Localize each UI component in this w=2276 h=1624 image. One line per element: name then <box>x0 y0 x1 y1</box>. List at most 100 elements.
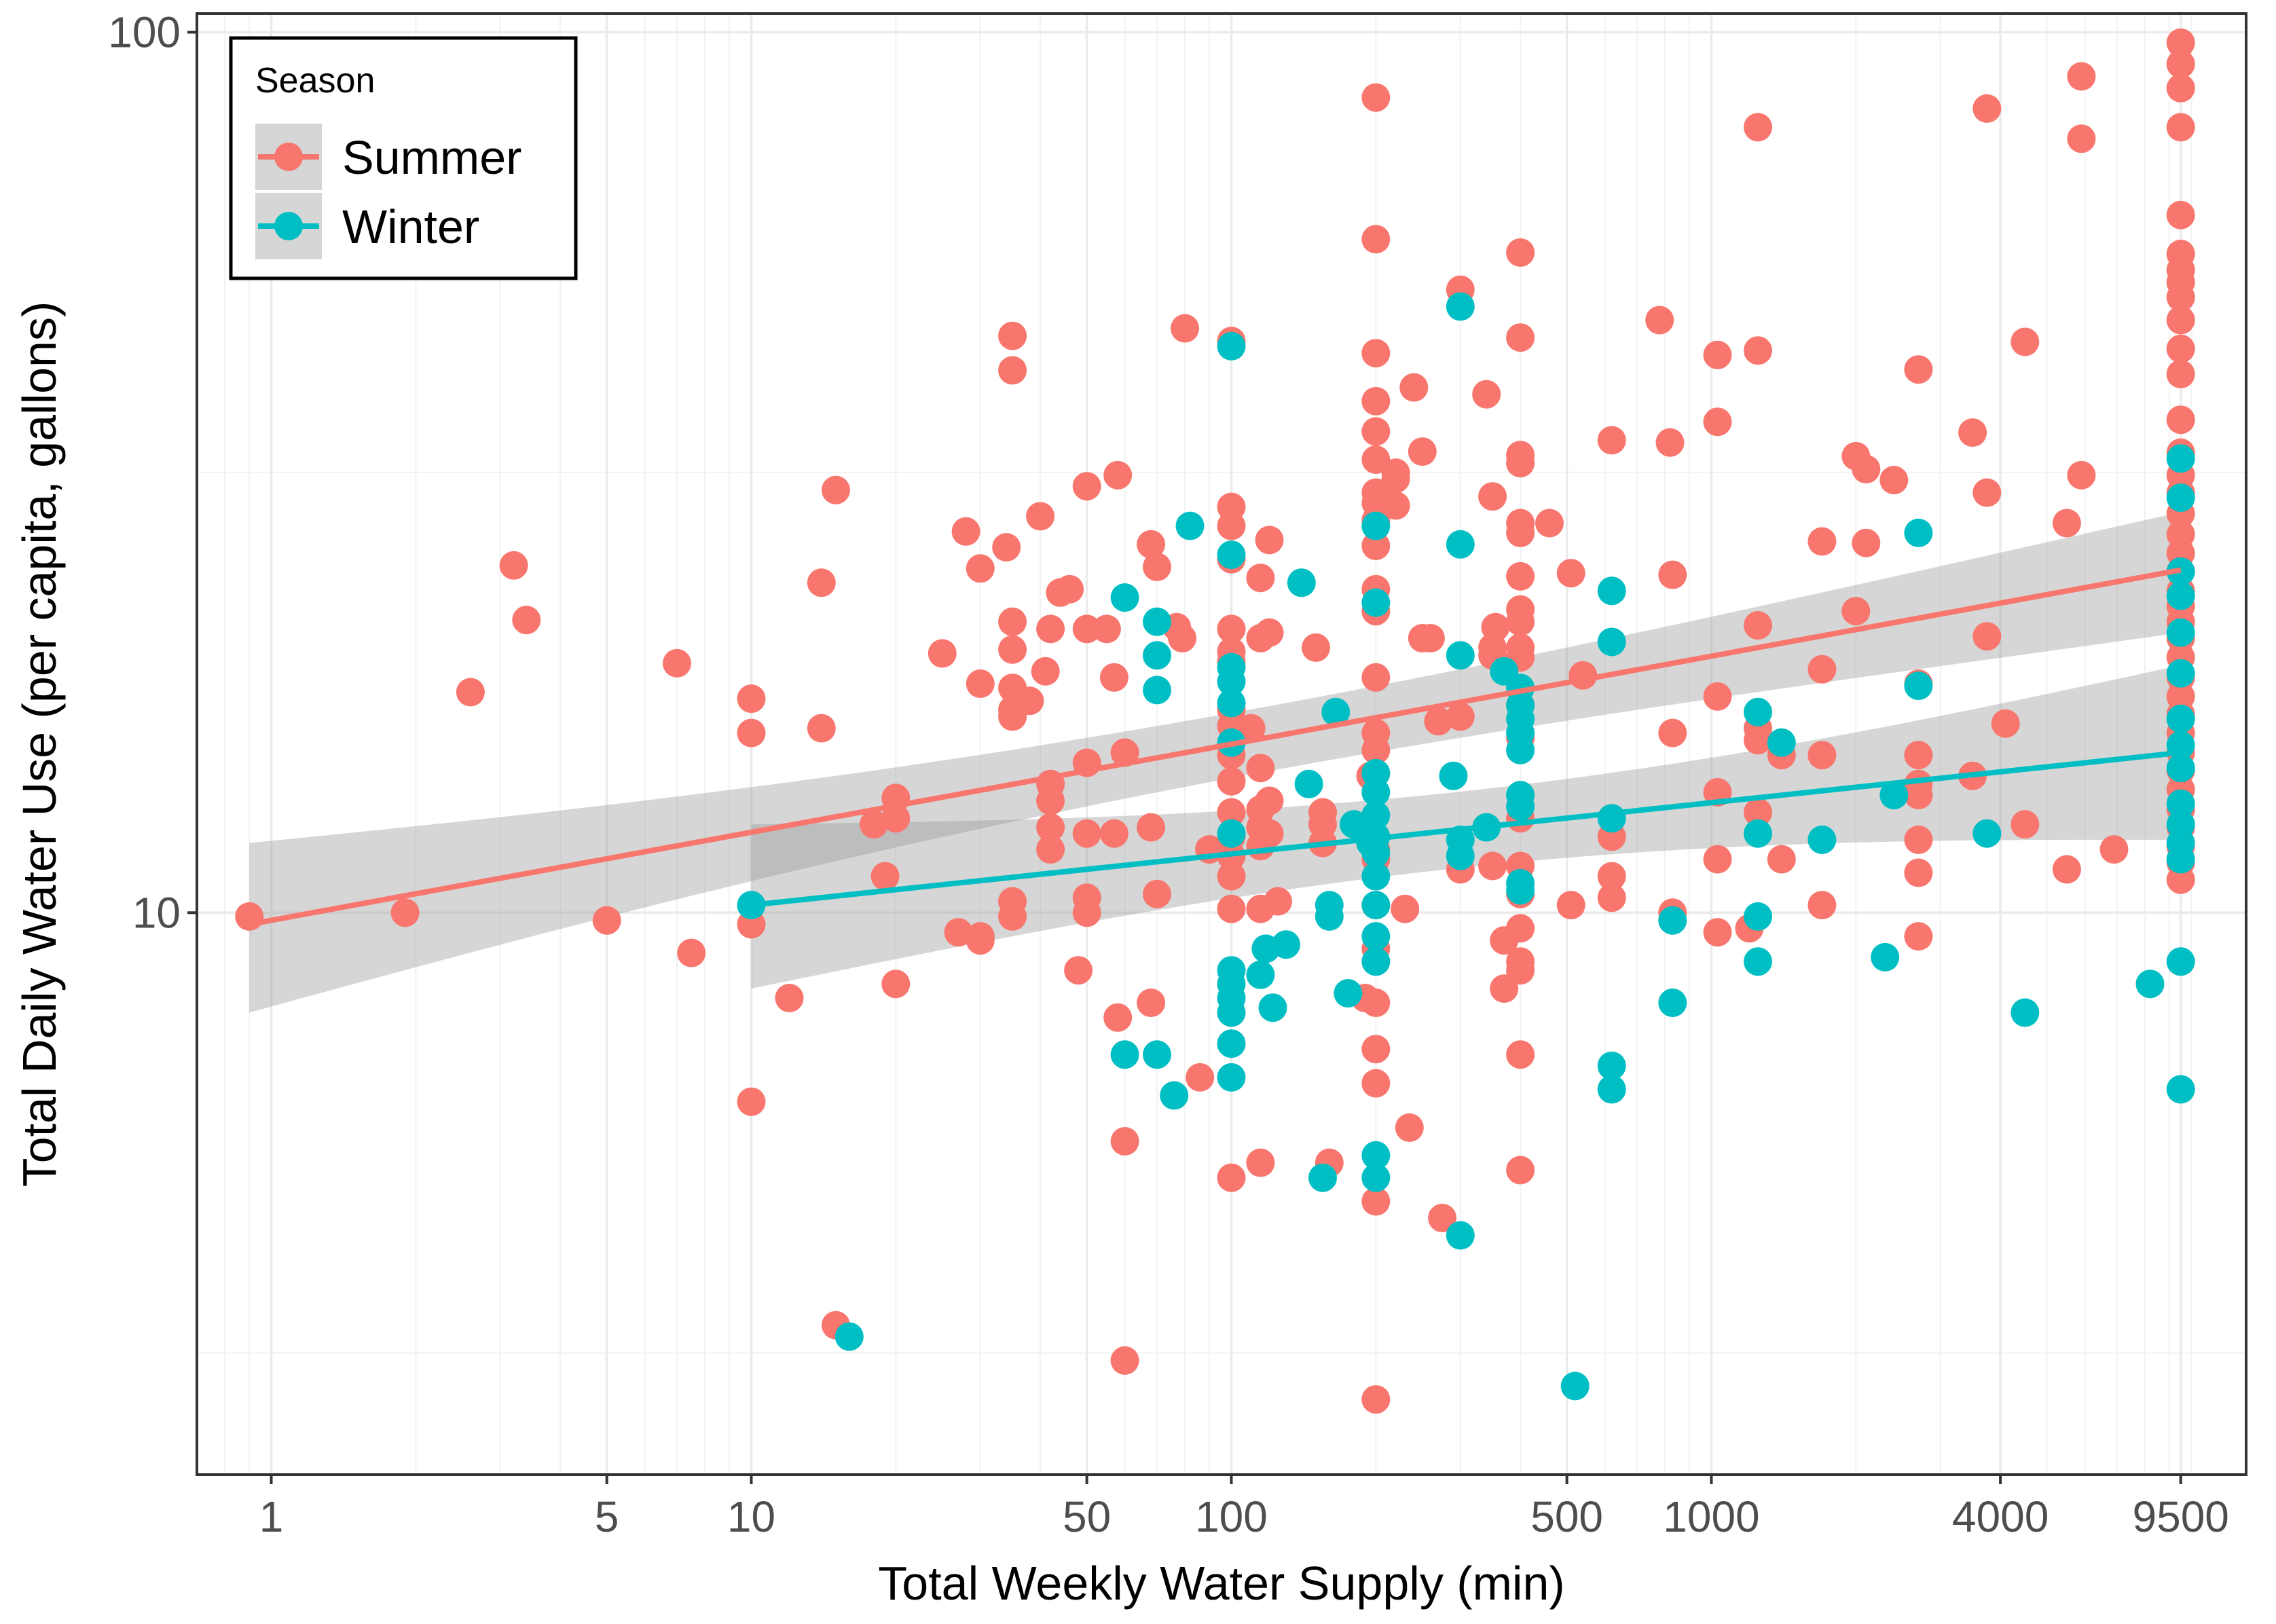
point-summer <box>822 475 850 504</box>
point-summer <box>1655 428 1685 457</box>
point-winter <box>1287 568 1316 597</box>
point-summer <box>1506 607 1535 636</box>
point-summer <box>1361 83 1391 112</box>
point-summer <box>1852 528 1881 557</box>
point-summer <box>1381 491 1410 520</box>
point-summer <box>1186 1063 1215 1092</box>
point-summer <box>1506 238 1535 267</box>
point-summer <box>1506 1156 1535 1185</box>
point-summer <box>1972 478 2002 507</box>
point-summer <box>2099 835 2129 864</box>
point-summer <box>1361 1069 1391 1098</box>
point-summer <box>1703 682 1732 711</box>
point-summer <box>499 551 528 580</box>
point-winter <box>1871 942 1900 972</box>
point-winter <box>2166 581 2195 610</box>
point-winter <box>1807 825 1837 854</box>
point-summer <box>235 902 264 931</box>
point-winter <box>2166 659 2195 688</box>
point-summer <box>1408 437 1437 466</box>
point-summer <box>1110 1346 1139 1375</box>
x-axis-title: Total Weekly Water Supply (min) <box>878 1557 1564 1610</box>
point-winter <box>1258 993 1287 1022</box>
point-winter <box>1361 922 1391 951</box>
point-summer <box>1171 314 1199 343</box>
point-winter <box>1658 906 1687 935</box>
point-summer <box>1399 373 1429 402</box>
point-winter <box>1308 1163 1337 1192</box>
point-summer <box>1036 786 1065 815</box>
point-winter <box>1560 1371 1590 1401</box>
point-summer <box>1597 862 1626 891</box>
point-winter <box>1217 998 1246 1027</box>
point-summer <box>1904 825 1933 854</box>
point-summer <box>870 862 900 891</box>
point-summer <box>1055 574 1084 604</box>
point-winter <box>2166 483 2195 513</box>
ci-band-summer <box>249 512 2181 1013</box>
point-summer <box>663 648 691 678</box>
point-winter <box>1361 947 1391 976</box>
point-summer <box>1072 614 1101 644</box>
point-summer <box>1416 624 1445 652</box>
y-axis-ticks: 10 100 <box>108 7 197 937</box>
point-summer <box>2067 124 2096 153</box>
point-summer <box>1361 532 1391 560</box>
point-summer <box>1972 94 2002 123</box>
point-winter <box>1597 1075 1626 1104</box>
point-winter <box>1143 1040 1171 1069</box>
point-summer <box>807 714 836 743</box>
point-winter <box>1972 819 2002 848</box>
point-summer <box>1658 560 1687 589</box>
point-winter <box>2011 998 2040 1027</box>
point-summer <box>881 804 911 833</box>
point-summer <box>998 356 1027 385</box>
point-summer <box>1099 663 1128 692</box>
point-summer <box>1015 686 1044 716</box>
point-summer <box>1852 455 1881 483</box>
point-summer <box>737 684 766 714</box>
point-summer <box>1381 464 1410 494</box>
point-winter <box>1744 697 1772 726</box>
point-summer <box>1361 417 1391 446</box>
point-summer <box>1031 657 1060 686</box>
point-summer <box>1972 622 2002 651</box>
point-summer <box>881 970 911 999</box>
trend-line-summer <box>249 567 2182 927</box>
point-summer <box>1064 956 1093 985</box>
point-summer <box>1744 726 1772 755</box>
point-summer <box>2011 810 2040 839</box>
point-summer <box>2166 200 2195 229</box>
point-summer <box>1472 380 1501 409</box>
point-summer <box>1143 553 1171 581</box>
point-summer <box>456 678 485 707</box>
point-winter <box>1446 841 1475 870</box>
point-winter <box>1361 862 1391 891</box>
point-winter <box>1294 769 1323 798</box>
x-tick-label: 10 <box>727 1492 775 1541</box>
point-summer <box>1036 614 1065 644</box>
point-winter <box>1321 697 1351 726</box>
point-summer <box>1597 883 1626 912</box>
point-winter <box>1361 838 1391 867</box>
point-summer <box>1137 530 1166 559</box>
point-winter <box>1143 607 1171 636</box>
point-summer <box>1744 798 1772 827</box>
point-summer <box>1099 819 1128 848</box>
point-summer <box>1904 355 1933 384</box>
point-summer <box>1217 798 1246 827</box>
point-summer <box>1137 989 1166 1017</box>
point-winter <box>2166 754 2195 783</box>
point-summer <box>1361 339 1391 368</box>
x-tick-label: 9500 <box>2133 1492 2229 1541</box>
point-summer <box>2166 282 2195 312</box>
point-summer <box>928 639 957 668</box>
point-summer <box>1807 654 1837 684</box>
legend-label-winter: Winter <box>342 200 479 253</box>
point-summer <box>2011 327 2040 356</box>
point-summer <box>1879 466 1909 495</box>
point-summer <box>1255 618 1284 647</box>
point-winter <box>1597 804 1626 833</box>
point-summer <box>1217 1163 1246 1192</box>
point-summer <box>860 810 888 839</box>
